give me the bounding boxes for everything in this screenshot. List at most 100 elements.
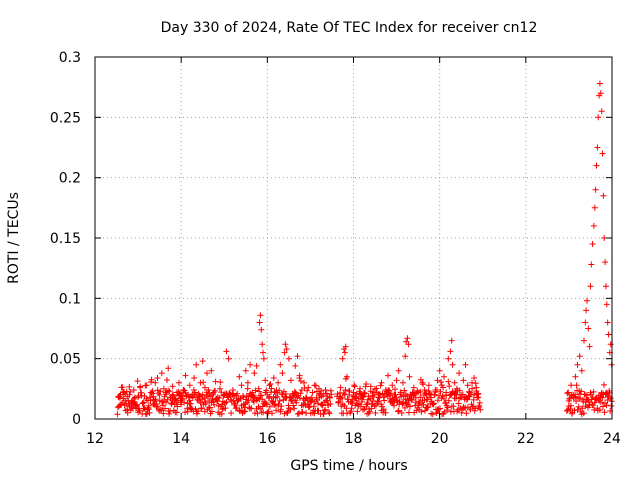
data-point xyxy=(441,373,447,380)
data-point xyxy=(576,353,583,360)
y-tick-label: 0.05 xyxy=(50,352,81,368)
data-point xyxy=(586,343,593,350)
data-point xyxy=(225,355,232,362)
data-point xyxy=(193,361,200,368)
data-point xyxy=(309,389,316,396)
data-point xyxy=(378,379,385,386)
data-point xyxy=(425,382,432,389)
data-point xyxy=(257,312,264,319)
data-point xyxy=(590,222,597,229)
data-point xyxy=(589,241,596,247)
data-point xyxy=(456,370,463,377)
data-point xyxy=(599,150,606,157)
data-point xyxy=(594,144,601,151)
data-point xyxy=(341,349,348,356)
data-point xyxy=(130,387,137,393)
data-point xyxy=(216,385,223,392)
data-point xyxy=(152,379,159,386)
data-point xyxy=(251,370,258,377)
data-point xyxy=(260,355,267,362)
data-point xyxy=(281,349,288,356)
data-point xyxy=(337,384,344,391)
data-point xyxy=(385,372,391,379)
data-point xyxy=(176,379,182,386)
y-tick-label: 0.1 xyxy=(59,291,81,307)
data-point xyxy=(568,382,575,389)
data-point xyxy=(406,373,413,380)
axis-ticks: 12 14 16 18 20 22 24 0 0.05 0.1 0.15 0.2 0.25 0.3 xyxy=(50,50,621,447)
data-point xyxy=(242,367,249,374)
data-point xyxy=(283,346,290,352)
data-point xyxy=(460,377,467,384)
y-tick-label: 0.2 xyxy=(59,171,81,187)
data-point xyxy=(288,377,294,384)
data-point xyxy=(285,355,292,362)
data-point xyxy=(607,341,614,348)
y-axis-label: ROTI / TECUs xyxy=(6,192,22,284)
data-point xyxy=(471,375,478,381)
data-point xyxy=(597,90,604,97)
data-point xyxy=(572,373,579,380)
data-point xyxy=(260,349,266,356)
data-point xyxy=(253,362,260,369)
data-point xyxy=(592,186,599,193)
data-point xyxy=(236,373,243,380)
data-point xyxy=(588,261,595,268)
data-point xyxy=(405,341,412,348)
data-point xyxy=(158,370,165,377)
data-point xyxy=(294,353,301,360)
data-point xyxy=(582,319,589,326)
x-tick-label: 24 xyxy=(603,431,621,447)
data-point xyxy=(600,192,607,199)
data-point xyxy=(204,370,210,377)
data-point xyxy=(404,335,411,342)
data-point xyxy=(275,379,282,386)
data-point xyxy=(279,370,286,377)
data-point xyxy=(395,367,402,374)
data-point xyxy=(603,301,610,308)
data-point xyxy=(434,377,441,384)
data-point xyxy=(292,362,299,369)
x-tick-label: 14 xyxy=(172,431,190,447)
x-tick-label: 22 xyxy=(517,431,535,447)
data-point xyxy=(201,384,208,391)
y-tick-label: 0.3 xyxy=(59,50,81,66)
data-point xyxy=(191,375,198,381)
data-point xyxy=(587,283,594,290)
data-point xyxy=(402,353,409,360)
data-point xyxy=(603,283,609,290)
data-point xyxy=(578,367,585,374)
data-point xyxy=(339,355,346,362)
data-point xyxy=(448,337,455,344)
data-point xyxy=(165,365,172,372)
data-point xyxy=(591,204,598,211)
noise-band-markers xyxy=(114,375,615,418)
data-point xyxy=(393,377,400,384)
data-point xyxy=(258,326,265,333)
data-point xyxy=(604,319,611,326)
data-point xyxy=(602,259,609,266)
data-point xyxy=(464,382,471,389)
data-point xyxy=(199,358,206,365)
chart-title: Day 330 of 2024, Rate Of TEC Index for r… xyxy=(161,20,538,36)
data-point xyxy=(593,162,600,169)
data-point xyxy=(208,367,215,374)
data-point xyxy=(256,319,263,326)
data-point xyxy=(583,307,590,314)
data-point xyxy=(247,361,254,368)
data-point xyxy=(449,361,456,368)
data-point xyxy=(154,375,161,381)
data-point xyxy=(447,348,454,355)
data-point xyxy=(223,348,230,355)
y-tick-label: 0.15 xyxy=(50,231,81,247)
data-point xyxy=(581,337,587,344)
data-point xyxy=(259,341,266,348)
data-point xyxy=(436,367,443,374)
data-point xyxy=(262,377,269,384)
data-point xyxy=(160,385,167,392)
dense-noise-bands xyxy=(114,375,615,418)
data-point xyxy=(598,108,605,115)
data-point xyxy=(301,379,307,386)
data-point xyxy=(266,382,273,389)
data-point xyxy=(596,80,603,87)
